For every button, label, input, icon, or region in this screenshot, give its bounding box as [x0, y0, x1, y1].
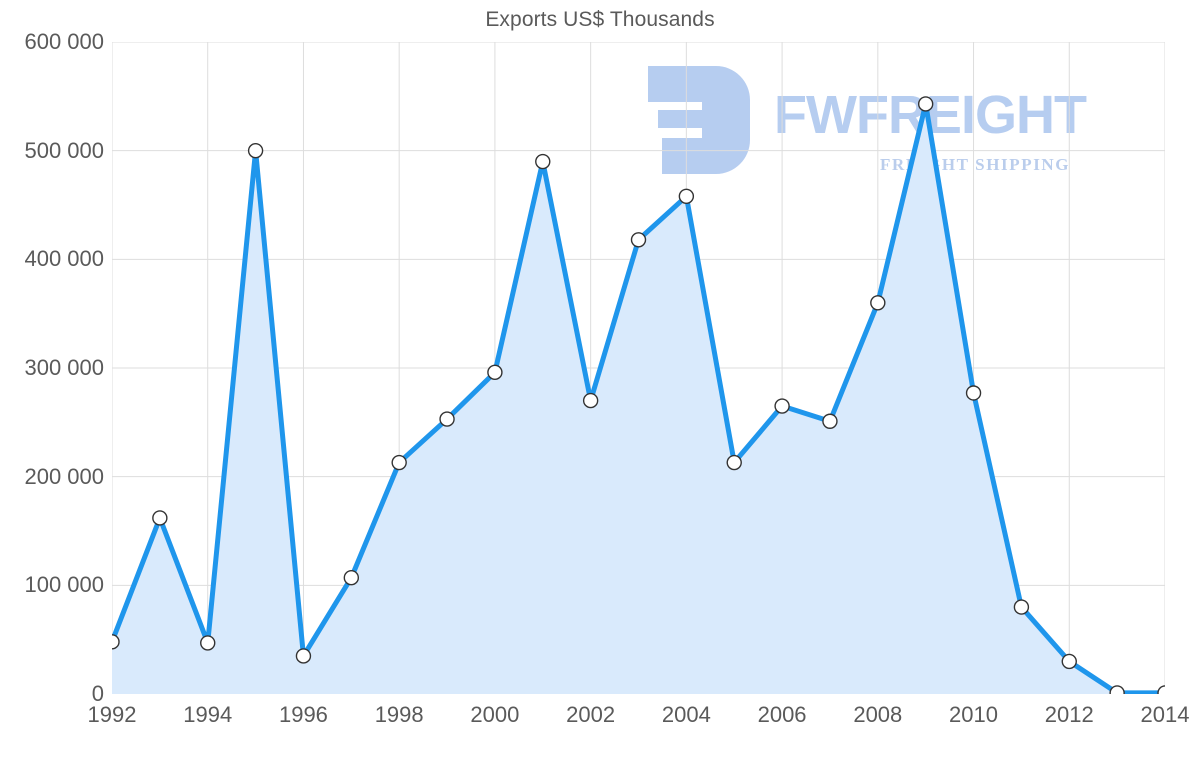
x-axis-tick-label: 1994 [183, 702, 233, 727]
data-point-marker [630, 232, 647, 248]
data-point-marker [1013, 599, 1030, 615]
data-point-marker [965, 385, 982, 401]
x-axis-tick-label: 2006 [757, 702, 807, 727]
x-axis-tick-label: 1996 [278, 702, 328, 727]
x-axis-tick-label: 1998 [374, 702, 424, 727]
data-point-marker [487, 364, 503, 381]
data-point-marker [295, 648, 312, 664]
data-point-marker [678, 188, 695, 205]
x-axis-tick-label: 2012 [1044, 702, 1094, 727]
y-axis-tick-label: 300 000 [24, 355, 104, 380]
data-point-marker [1157, 685, 1173, 701]
data-point-marker [200, 635, 216, 651]
data-point-marker [1109, 685, 1125, 701]
data-point-marker [1061, 653, 1077, 670]
area-fill [112, 103, 1165, 694]
y-axis-tick-label: 400 000 [24, 246, 104, 272]
data-point-marker [917, 96, 934, 112]
chart-plot [104, 41, 1173, 701]
data-point-marker [870, 295, 886, 311]
data-point-marker [726, 454, 742, 471]
data-point-marker [582, 392, 599, 409]
x-axis-tick-label: 2000 [470, 702, 520, 727]
data-point-marker [439, 411, 455, 427]
y-axis-tick-label: 500 000 [24, 137, 104, 163]
x-axis-tick-label: 2014 [1140, 702, 1190, 727]
data-point-marker [391, 454, 407, 471]
data-point-marker [343, 570, 360, 586]
data-point-marker [822, 413, 838, 429]
data-point-marker [774, 398, 790, 414]
chart-title: Exports US$ Thousands [485, 8, 715, 31]
x-axis-tick-label: 2004 [661, 702, 711, 727]
data-point-marker [247, 142, 264, 159]
y-axis-tick-label: 200 000 [24, 463, 104, 489]
x-axis-tick-label: 2010 [949, 702, 999, 727]
data-point-marker [535, 153, 551, 170]
y-axis-tick-label: 100 000 [24, 572, 104, 598]
x-axis-tick-label: 2002 [566, 702, 616, 727]
data-point-marker [152, 510, 168, 526]
x-axis-tick-label: 2008 [853, 702, 903, 727]
y-axis-tick-label: 0 [91, 681, 104, 706]
plot-area [104, 41, 1173, 701]
y-axis-tick-label: 600 000 [24, 29, 104, 54]
x-axis-tick-label: 1992 [87, 702, 137, 727]
